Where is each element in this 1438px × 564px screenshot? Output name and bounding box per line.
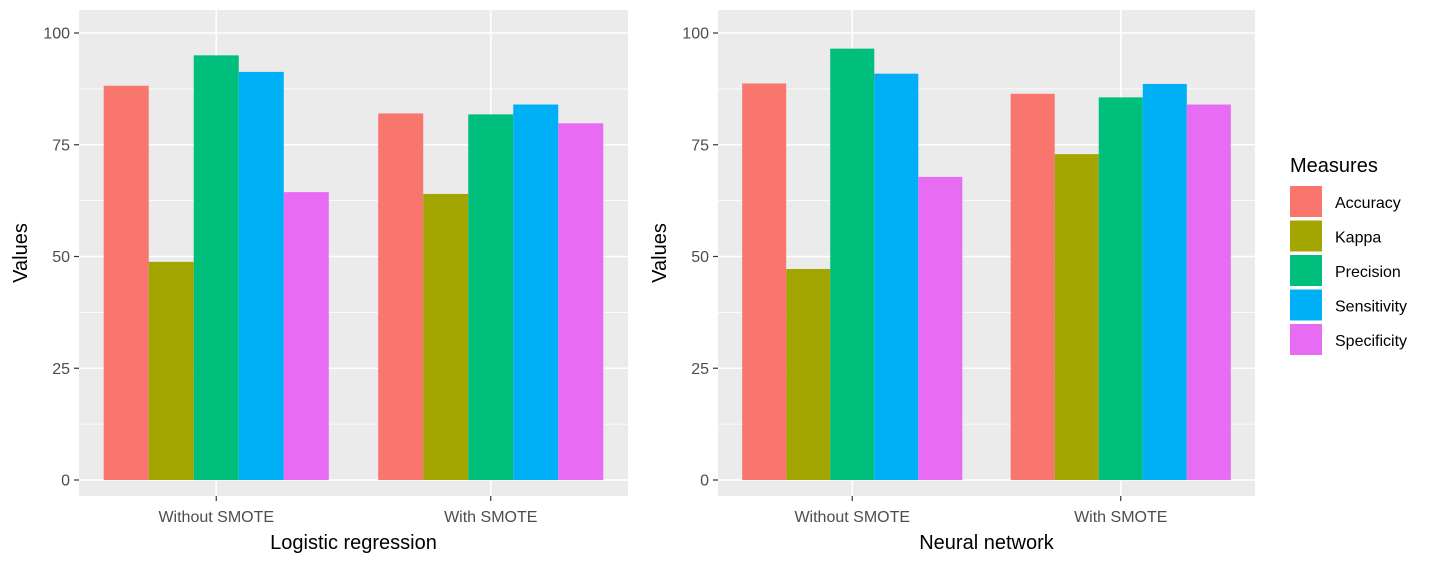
- x-axis-title: Logistic regression: [270, 532, 437, 554]
- y-tick-label: 0: [700, 473, 709, 490]
- legend-key-specificity: [1290, 324, 1322, 355]
- bar-sensitivity: [1142, 83, 1187, 480]
- legend-key-precision: [1290, 255, 1322, 286]
- legend-key-kappa: [1290, 220, 1322, 252]
- x-tick-label: Without SMOTE: [794, 509, 910, 526]
- legend-label-kappa: Kappa: [1335, 230, 1381, 247]
- x-tick-label: With SMOTE: [1074, 509, 1167, 526]
- chart-legend: Measures Accuracy Kappa Precision Sensitivit…: [1290, 155, 1407, 355]
- bar-specificity: [918, 176, 963, 480]
- bar-precision: [193, 55, 239, 480]
- bar-specificity: [1186, 104, 1231, 481]
- y-tick-label: 50: [52, 249, 70, 266]
- bar-accuracy: [742, 83, 787, 481]
- y-tick-label: 25: [691, 361, 709, 378]
- bar-accuracy: [103, 85, 149, 480]
- bar-accuracy: [378, 113, 424, 481]
- bar-kappa: [148, 261, 194, 480]
- y-tick-label: 75: [52, 137, 70, 154]
- legend-label-sensitivity: Sensitivity: [1335, 299, 1407, 316]
- legend-key-sensitivity: [1290, 289, 1322, 321]
- legend-label-specificity: Specificity: [1335, 333, 1407, 350]
- bar-kappa: [423, 193, 469, 481]
- y-tick-label: 50: [691, 249, 709, 266]
- bar-sensitivity: [238, 71, 284, 480]
- x-tick-label: With SMOTE: [444, 509, 537, 526]
- legend-label-accuracy: Accuracy: [1335, 195, 1401, 212]
- bar-precision: [1098, 97, 1143, 481]
- legend-title: Measures: [1290, 155, 1378, 177]
- legend-label-precision: Precision: [1335, 264, 1401, 281]
- chart-panel-logistic-regression: 0 25 50 75 100 Without SMOTE With SMOTE Logisti…: [10, 10, 628, 554]
- y-tick-label: 100: [682, 26, 709, 43]
- bar-accuracy: [1010, 93, 1055, 481]
- x-tick-label: Without SMOTE: [158, 509, 274, 526]
- legend-key-accuracy: [1290, 186, 1322, 217]
- bar-precision: [830, 48, 875, 481]
- x-axis-title: Neural network: [919, 532, 1055, 554]
- bar-sensitivity: [513, 104, 559, 481]
- bar-precision: [468, 114, 514, 480]
- bar-specificity: [283, 192, 329, 480]
- y-axis-title: Values: [649, 223, 671, 283]
- bar-kappa: [786, 269, 831, 480]
- y-tick-label: 75: [691, 137, 709, 154]
- y-axis-title: Values: [10, 223, 32, 283]
- bar-sensitivity: [874, 73, 919, 480]
- chart-panel-neural-network: 0 25 50 75 100 Without SMOTE With SMOTE Neural …: [649, 10, 1255, 554]
- y-tick-label: 0: [61, 473, 70, 490]
- y-tick-label: 25: [52, 361, 70, 378]
- bar-specificity: [558, 123, 604, 480]
- bar-kappa: [1054, 154, 1099, 480]
- y-tick-label: 100: [43, 26, 70, 43]
